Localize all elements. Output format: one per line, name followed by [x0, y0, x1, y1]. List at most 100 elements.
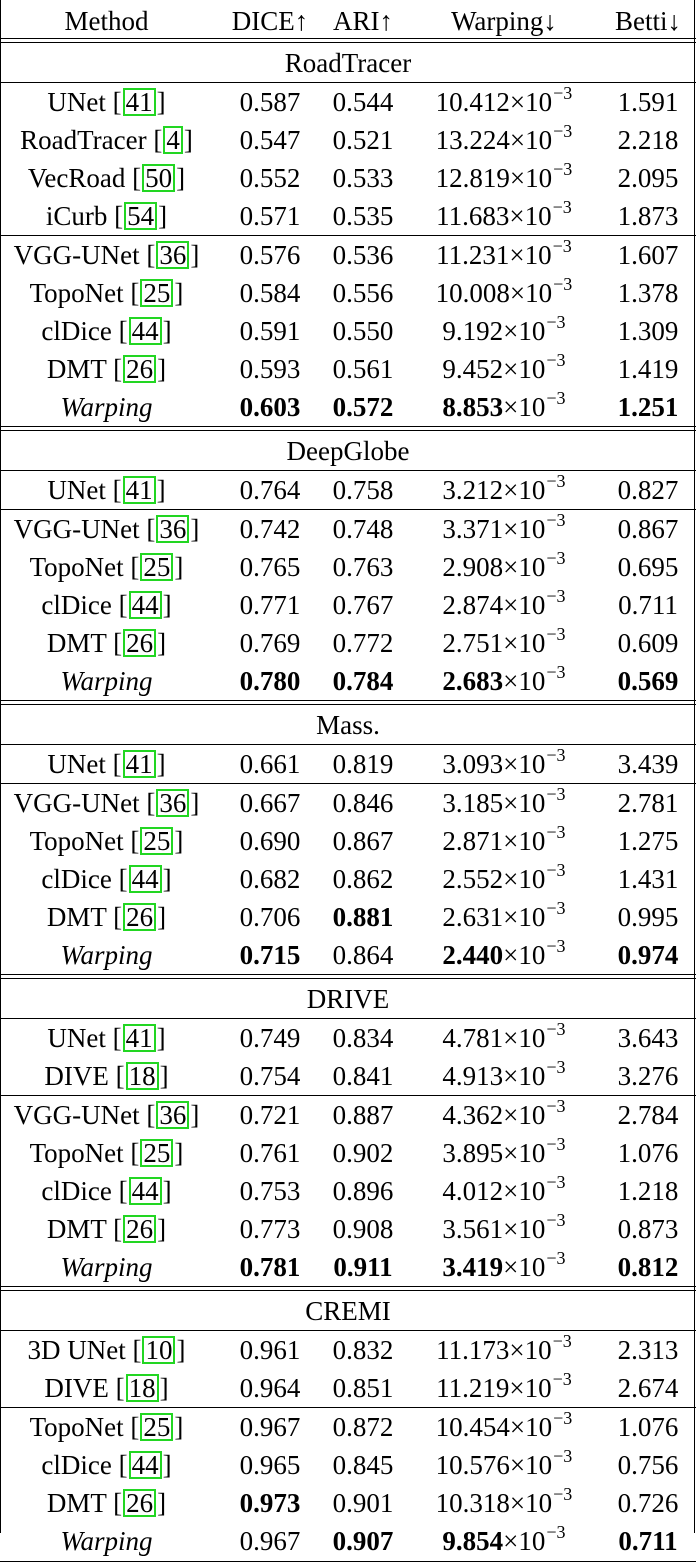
header-warping: Warping↓ — [451, 6, 557, 36]
section-title: CREMI — [305, 1296, 391, 1326]
group-rule — [0, 1095, 696, 1096]
method-name: UNet — [47, 749, 106, 779]
warping-value: 10.412 — [435, 87, 510, 117]
warping-multiplier: ×10 — [503, 392, 546, 422]
warping-multiplier: ×10 — [509, 87, 553, 117]
section-title: RoadTracer — [284, 48, 412, 78]
warping-value: 3.093 — [442, 749, 504, 779]
dice-cell: 0.754 — [239, 1061, 301, 1091]
section-end-rule-a — [0, 700, 696, 701]
ari-cell: 0.881 — [332, 902, 394, 932]
warping-value: 11.173 — [436, 1335, 510, 1365]
citation-link: 25 — [140, 279, 174, 307]
dice-cell: 0.749 — [239, 1023, 301, 1053]
method-name: clDice — [41, 590, 112, 620]
warping-cell: 2.683×10−3 — [411, 662, 597, 700]
citation-link: 36 — [156, 241, 190, 269]
warping-value: 10.576 — [435, 1450, 510, 1480]
dice-cell: 0.667 — [239, 788, 301, 818]
warping-exponent: −3 — [552, 236, 572, 256]
group-rule — [0, 783, 696, 784]
dice-cell: 0.773 — [239, 1214, 301, 1244]
dice-cell: 0.690 — [239, 826, 301, 856]
ari-cell: 0.536 — [332, 240, 394, 270]
warping-multiplier: ×10 — [503, 666, 546, 696]
citation-link: 44 — [128, 865, 162, 893]
warping-value: 4.012 — [442, 1176, 504, 1206]
warping-value: 2.751 — [442, 628, 504, 658]
warping-value: 9.854 — [442, 1526, 504, 1556]
warping-exponent: −3 — [546, 822, 566, 842]
table-row: DMT [26] 0.773 0.908 3.561×10−3 0.873 — [0, 1210, 696, 1248]
header-betti: Betti↓ — [615, 6, 681, 36]
warping-cell: 2.751×10−3 — [411, 624, 597, 662]
method-cell: UNet [41] — [47, 87, 166, 117]
dice-cell: 0.765 — [239, 552, 301, 582]
warping-exponent: −3 — [553, 121, 573, 141]
dice-cell: 0.715 — [239, 940, 301, 970]
citation-link: 25 — [140, 553, 174, 581]
betti-cell: 0.873 — [617, 1214, 679, 1244]
ari-cell: 0.872 — [332, 1412, 394, 1442]
table-row: DMT [26] 0.769 0.772 2.751×10−3 0.609 — [0, 624, 696, 662]
method-name: Warping — [60, 1252, 153, 1282]
citation-link: 26 — [123, 355, 157, 383]
method-name: 3D UNet — [27, 1335, 126, 1365]
betti-cell: 1.076 — [617, 1138, 679, 1168]
ari-cell: 0.851 — [332, 1373, 394, 1403]
dice-cell: 0.764 — [239, 475, 301, 505]
warping-multiplier: ×10 — [503, 514, 546, 544]
warping-exponent: −3 — [546, 936, 566, 956]
warping-exponent: −3 — [546, 745, 566, 765]
warping-value: 11.231 — [436, 240, 510, 270]
warping-cell: 11.219×10−3 — [411, 1369, 597, 1407]
method-name: Warping — [60, 392, 153, 422]
citation-link: 36 — [156, 515, 190, 543]
ari-cell: 0.834 — [332, 1023, 394, 1053]
ari-cell: 0.748 — [332, 514, 394, 544]
method-name: UNet — [47, 475, 106, 505]
warping-exponent: −3 — [553, 1484, 573, 1504]
warping-multiplier: ×10 — [503, 788, 546, 818]
warping-multiplier: ×10 — [509, 1335, 552, 1365]
dice-cell: 0.753 — [239, 1176, 301, 1206]
warping-cell: 10.318×10−3 — [411, 1484, 597, 1522]
citation-link: 36 — [156, 789, 190, 817]
warping-multiplier: ×10 — [503, 749, 546, 779]
warping-multiplier: ×10 — [503, 864, 546, 894]
warping-multiplier: ×10 — [503, 940, 546, 970]
warping-multiplier: ×10 — [509, 125, 553, 155]
warping-value: 11.219 — [436, 1373, 510, 1403]
dice-cell: 0.964 — [239, 1373, 301, 1403]
table-row: VGG-UNet [36] 0.576 0.536 11.231×10−3 1.607 — [0, 236, 696, 274]
warping-cell: 11.231×10−3 — [411, 236, 597, 274]
section-rule — [0, 1018, 696, 1019]
warping-multiplier: ×10 — [503, 475, 546, 505]
ari-cell: 0.533 — [332, 163, 394, 193]
warping-value: 3.561 — [442, 1214, 504, 1244]
warping-value: 9.452 — [442, 354, 504, 384]
citation-link: 25 — [140, 1139, 174, 1167]
warping-cell: 4.362×10−3 — [411, 1096, 597, 1134]
table-row: UNet [41] 0.661 0.819 3.093×10−3 3.439 — [0, 745, 696, 783]
citation-link: 18 — [125, 1062, 159, 1090]
section-rule — [0, 1330, 696, 1331]
warping-cell: 9.192×10−3 — [411, 312, 597, 350]
warping-exponent: −3 — [552, 1331, 572, 1351]
citation-link: 41 — [122, 476, 156, 504]
warping-value: 2.631 — [442, 902, 504, 932]
warping-multiplier: ×10 — [509, 278, 553, 308]
method-cell: TopoNet [25] — [29, 1138, 184, 1168]
warping-cell: 10.454×10−3 — [411, 1408, 597, 1446]
betti-cell: 1.431 — [617, 864, 679, 894]
section-title: DeepGlobe — [286, 436, 410, 466]
betti-cell: 3.439 — [617, 749, 679, 779]
method-name: VGG-UNet — [13, 788, 140, 818]
section-rule — [0, 744, 696, 745]
warping-multiplier: ×10 — [509, 240, 552, 270]
method-name: DMT — [46, 902, 107, 932]
warping-value: 2.874 — [442, 590, 504, 620]
method-cell: VGG-UNet [36] — [13, 1100, 200, 1130]
table-row: VGG-UNet [36] 0.742 0.748 3.371×10−3 0.867 — [0, 510, 696, 548]
method-cell: DMT [26] — [46, 1214, 167, 1244]
